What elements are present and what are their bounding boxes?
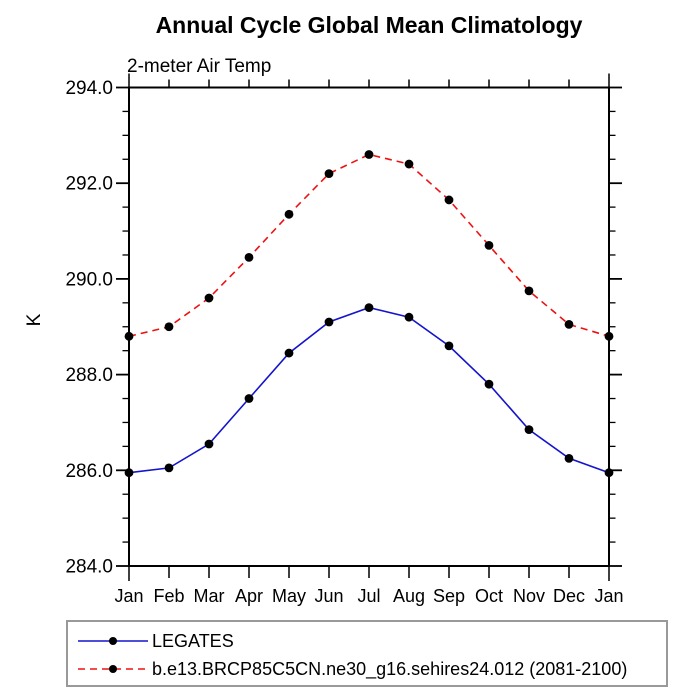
data-point-marker <box>164 463 174 473</box>
legend-label-model: b.e13.BRCP85C5CN.ne30_g16.sehires24.012 … <box>152 658 628 679</box>
data-point-marker <box>444 195 454 205</box>
data-point-marker <box>204 439 214 449</box>
data-point-marker <box>364 150 374 159</box>
legend-label-legates: LEGATES <box>152 630 234 651</box>
x-tick-label: Jan <box>114 586 143 606</box>
y-tick-label: 286.0 <box>65 461 113 482</box>
data-point-marker <box>324 169 334 179</box>
data-point-marker <box>364 303 374 313</box>
x-tick-label: May <box>272 586 306 606</box>
data-point-marker <box>124 468 134 478</box>
y-tick-label: 292.0 <box>65 174 113 195</box>
data-point-marker <box>604 331 614 341</box>
x-tick-label: Oct <box>475 586 503 606</box>
x-tick-label: Dec <box>553 586 585 606</box>
x-tick-label: Feb <box>153 586 184 606</box>
data-series <box>124 150 614 478</box>
data-point-marker <box>124 331 134 341</box>
data-point-marker <box>404 159 414 169</box>
x-tick-label: Jun <box>314 586 343 606</box>
x-tick-label: Apr <box>235 586 263 606</box>
data-point-marker <box>164 322 174 332</box>
data-point-marker <box>484 379 494 389</box>
x-tick-label: Nov <box>513 586 545 606</box>
x-tick-label: Sep <box>433 586 465 606</box>
plot-frame-border <box>128 86 610 567</box>
x-tick-label: Jan <box>594 586 623 606</box>
legend-entry-model: b.e13.BRCP85C5CN.ne30_g16.sehires24.012 … <box>74 655 666 683</box>
axis-tick-labels: 284.0 286.0 288.0 290.0 292.0 294.0 Jan Feb Mar A… <box>65 78 623 606</box>
y-tick-label: 288.0 <box>65 365 113 386</box>
y-tick-label: 294.0 <box>65 78 113 99</box>
x-tick-label: Mar <box>194 586 225 606</box>
x-tick-label: Jul <box>357 586 380 606</box>
data-point-marker <box>444 341 454 351</box>
legend: LEGATES b.e13.BRCP85C5CN.ne30_g16.sehire… <box>66 620 668 687</box>
plot-frame <box>128 86 610 567</box>
data-point-marker <box>484 241 494 250</box>
data-point-marker <box>244 252 254 262</box>
solid-line-swatch-icon <box>78 637 148 645</box>
data-point-marker <box>564 319 574 329</box>
dashed-line-swatch-icon <box>78 665 148 673</box>
x-tick-label: Aug <box>393 586 425 606</box>
axis-ticks <box>116 73 622 581</box>
data-point-marker <box>244 394 254 403</box>
data-point-marker <box>524 425 534 435</box>
y-tick-label: 284.0 <box>65 557 113 578</box>
data-point-marker <box>404 312 414 322</box>
y-tick-label: 290.0 <box>65 269 113 290</box>
data-point-marker <box>284 348 294 358</box>
chart-subtitle: 2-meter Air Temp <box>127 56 271 77</box>
y-axis-title: K <box>24 313 45 326</box>
legend-entry-legates: LEGATES <box>74 627 666 655</box>
data-point-marker <box>284 209 294 219</box>
data-point-marker <box>524 286 534 296</box>
data-point-marker <box>324 317 334 327</box>
data-point-marker <box>604 468 614 478</box>
data-point-marker <box>204 293 214 303</box>
series-line-0 <box>128 306 610 474</box>
data-point-marker <box>564 453 574 463</box>
chart-title: Annual Cycle Global Mean Climatology <box>156 12 583 38</box>
